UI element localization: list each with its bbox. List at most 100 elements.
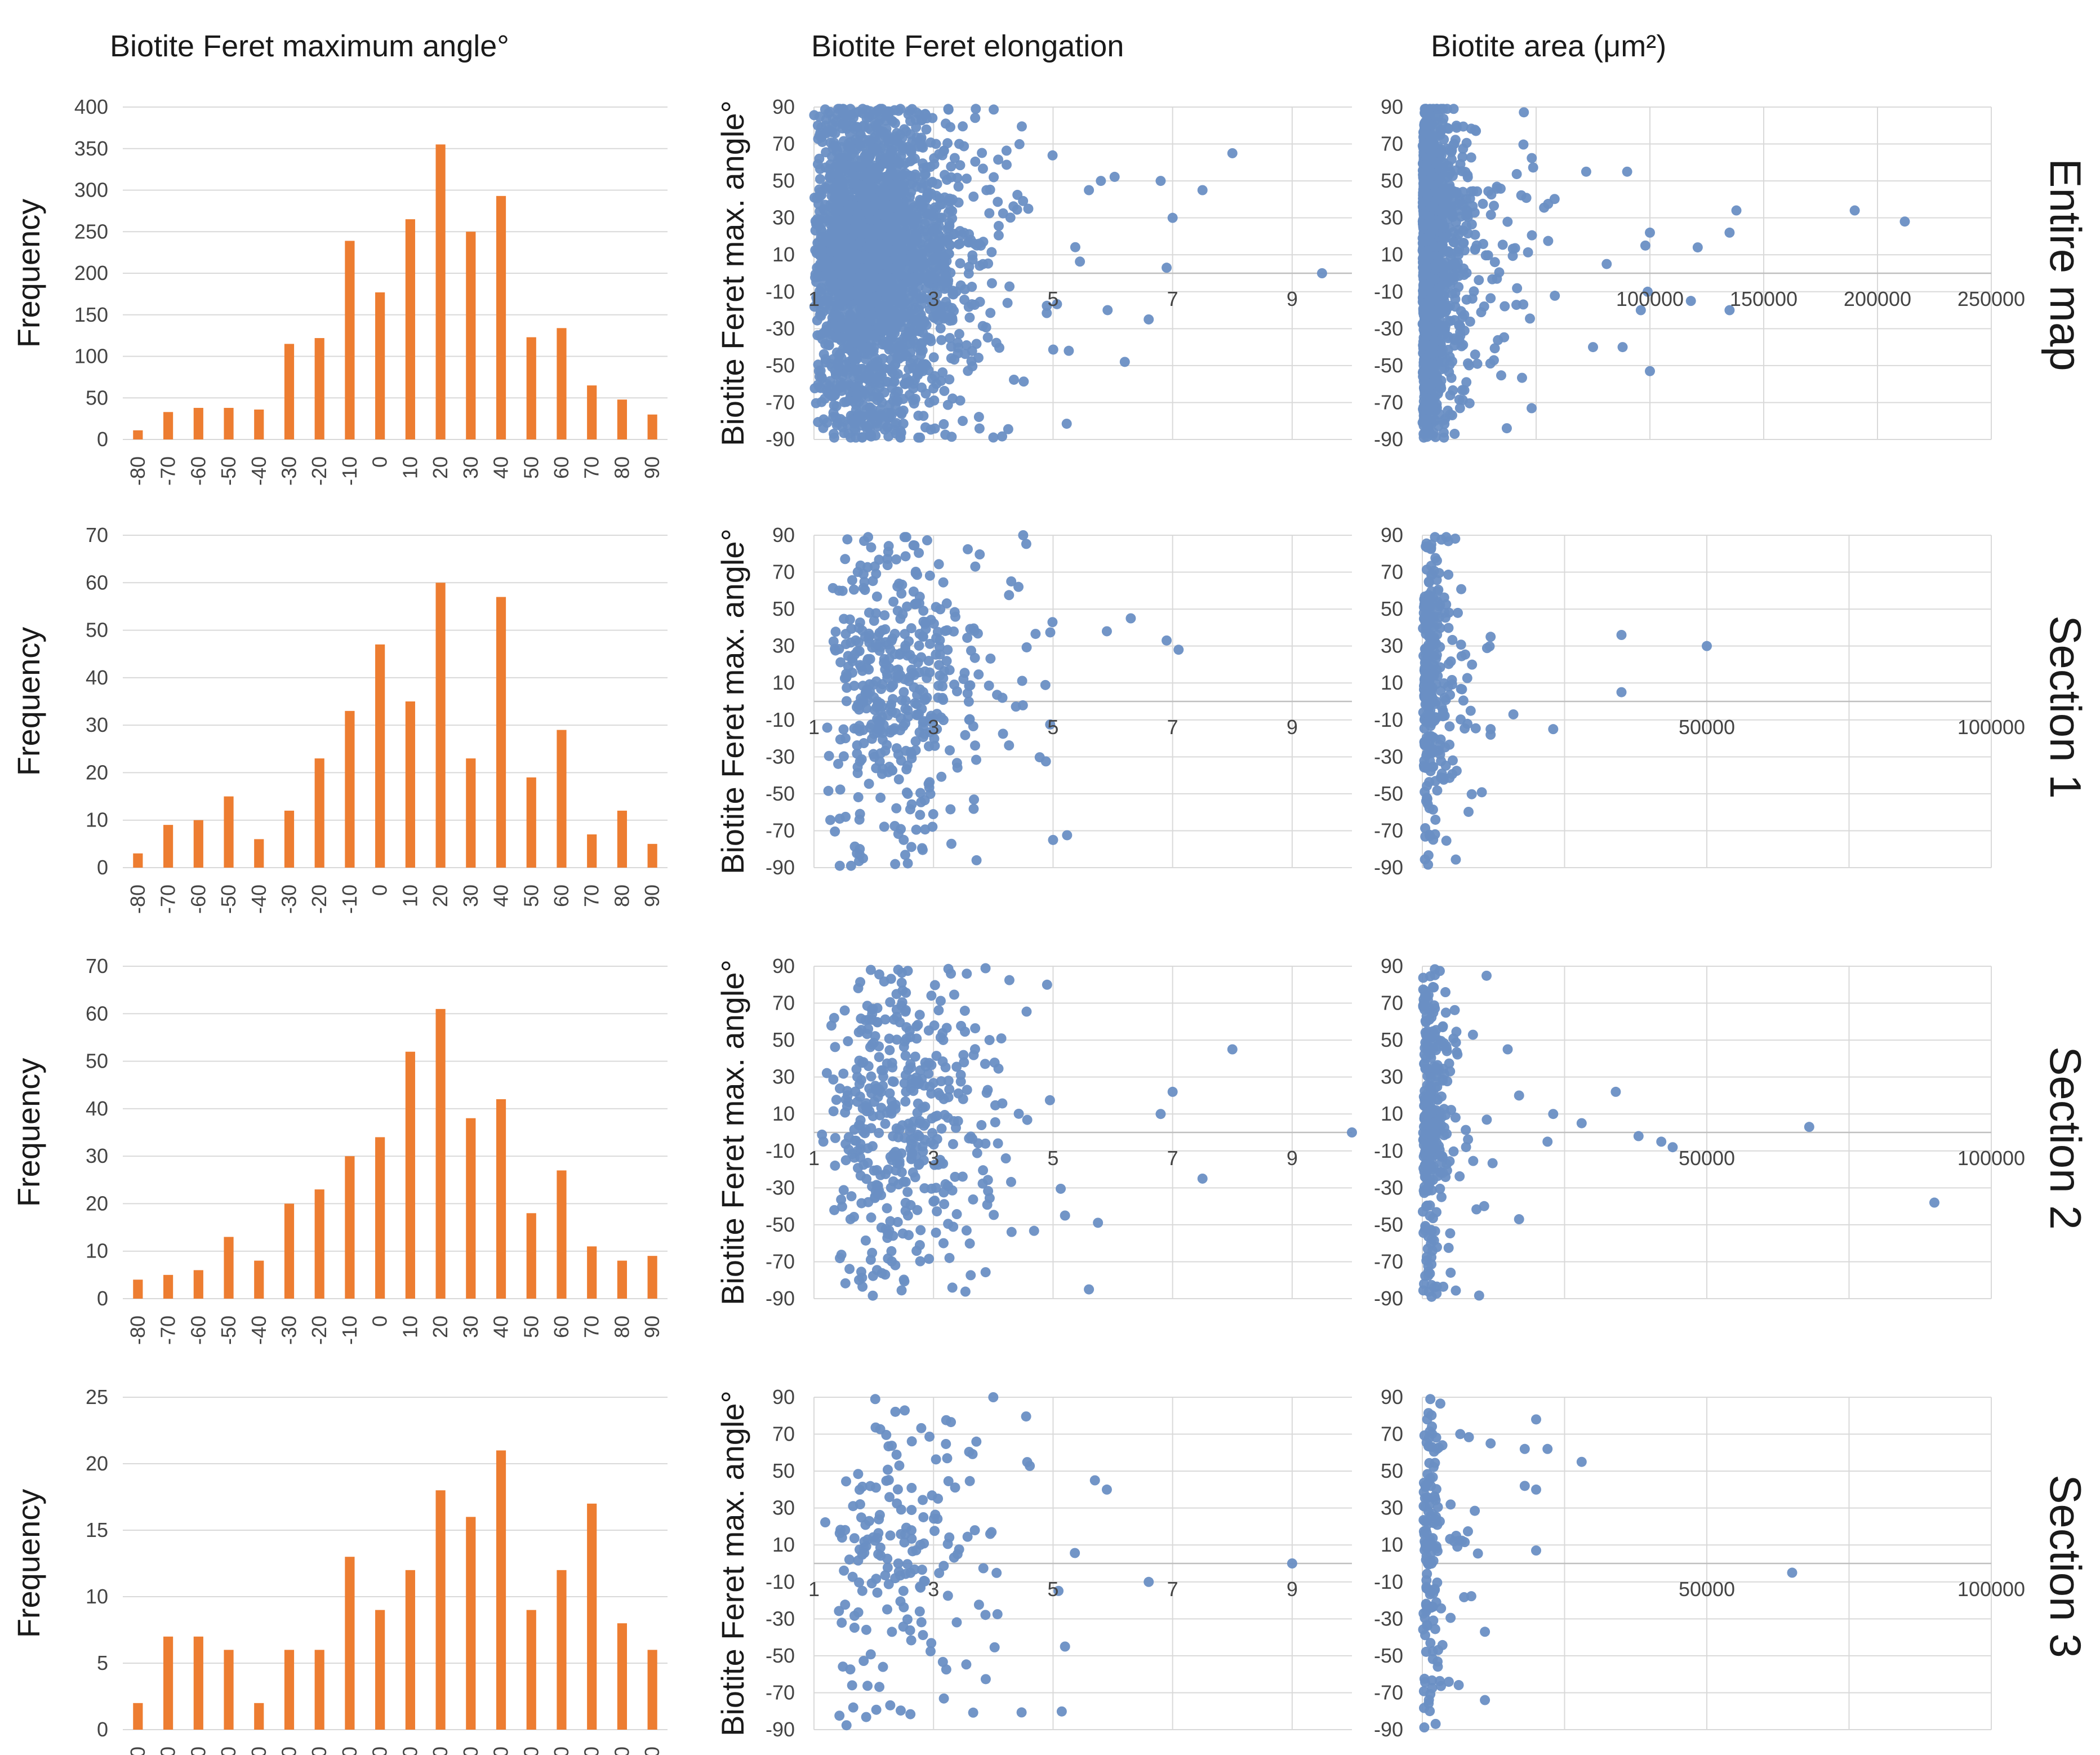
data-point — [854, 856, 865, 867]
bar — [133, 430, 143, 439]
bar — [587, 1246, 597, 1299]
data-point — [938, 419, 949, 429]
x-tick-label: 70 — [580, 885, 603, 907]
data-point — [843, 1036, 853, 1047]
data-point — [977, 148, 987, 158]
x-tick-label: -20 — [308, 1747, 331, 1755]
data-point — [859, 536, 870, 547]
y-tick-label: 70 — [1381, 132, 1403, 155]
data-point — [947, 313, 958, 323]
data-point — [980, 1267, 991, 1278]
data-point — [831, 1095, 842, 1105]
data-point — [964, 1476, 975, 1486]
data-point — [829, 141, 839, 152]
data-point — [840, 554, 851, 565]
data-point — [1162, 263, 1172, 273]
x-tick-label: -70 — [157, 456, 180, 486]
data-point — [966, 1131, 976, 1142]
data-point — [935, 323, 946, 334]
y-tick-label: 50 — [772, 597, 795, 620]
bar — [526, 777, 536, 868]
data-point — [839, 397, 849, 407]
data-point — [898, 405, 909, 416]
data-point — [1227, 1044, 1238, 1055]
bar — [375, 1610, 385, 1730]
data-point — [876, 249, 887, 260]
y-tick-label: 0 — [97, 1287, 108, 1310]
x-tick-label: 40 — [490, 1747, 513, 1755]
x-tick-label: -80 — [126, 885, 149, 914]
data-point — [865, 965, 876, 975]
data-point — [1004, 281, 1015, 292]
data-point — [888, 694, 898, 704]
data-point — [992, 1609, 1003, 1620]
data-point — [918, 158, 928, 169]
data-point — [934, 1568, 945, 1579]
data-point — [814, 153, 825, 164]
data-point — [916, 652, 927, 663]
data-point — [911, 709, 922, 720]
data-point — [1101, 1484, 1112, 1495]
y-tick-label: -90 — [1374, 428, 1403, 451]
data-point — [870, 1482, 881, 1493]
data-point — [941, 270, 951, 281]
data-point — [886, 1096, 897, 1107]
x-tick-label: 60 — [550, 1747, 573, 1755]
bar — [163, 825, 173, 868]
data-point — [949, 679, 960, 690]
data-point — [849, 1610, 860, 1621]
x-tick-label: 50 — [519, 885, 542, 907]
data-point — [937, 681, 948, 692]
data-point — [852, 762, 863, 772]
data-point — [938, 1693, 949, 1704]
data-point — [870, 430, 881, 441]
x-tick-label: 40 — [490, 885, 513, 907]
data-point — [949, 153, 960, 163]
data-point — [890, 859, 901, 869]
data-point — [863, 633, 874, 644]
x-tick-label: -50 — [217, 456, 240, 486]
x-tick-label: 5 — [1047, 1147, 1058, 1170]
data-point — [840, 294, 851, 305]
data-point — [815, 112, 825, 122]
bar — [284, 344, 295, 439]
data-point — [980, 1138, 991, 1149]
data-point — [876, 1103, 887, 1113]
data-point — [945, 205, 955, 215]
y-tick-label: 90 — [772, 95, 795, 118]
data-point — [954, 1544, 964, 1555]
data-point — [906, 1083, 916, 1094]
data-point — [871, 1083, 882, 1094]
x-tick-label: -60 — [186, 1747, 210, 1755]
data-point — [962, 968, 972, 979]
data-point — [1109, 171, 1120, 182]
data-point — [1518, 139, 1529, 150]
data-point — [885, 997, 896, 1007]
data-point — [1017, 676, 1027, 686]
data-point — [858, 738, 869, 749]
data-point — [920, 824, 931, 835]
data-point — [924, 638, 935, 649]
x-tick-label: -10 — [338, 1747, 361, 1755]
x-tick-label: 90 — [640, 1747, 664, 1755]
data-point — [925, 789, 936, 799]
data-point — [892, 673, 903, 683]
data-point — [834, 860, 845, 871]
data-point — [897, 1228, 908, 1239]
data-point — [931, 1454, 941, 1465]
data-point — [832, 177, 843, 188]
data-point — [1489, 343, 1500, 354]
y-tick-label: 30 — [772, 1065, 795, 1088]
y-tick-label: 10 — [772, 243, 795, 266]
data-point — [822, 722, 833, 733]
data-point — [919, 316, 929, 326]
data-point — [851, 144, 862, 155]
data-point — [963, 366, 973, 376]
x-tick-label: 40 — [490, 1316, 513, 1338]
data-point — [849, 723, 860, 734]
data-point — [967, 1449, 978, 1459]
data-point — [905, 1709, 916, 1720]
data-point — [809, 383, 820, 394]
data-point — [897, 213, 907, 224]
data-point — [972, 1148, 982, 1158]
